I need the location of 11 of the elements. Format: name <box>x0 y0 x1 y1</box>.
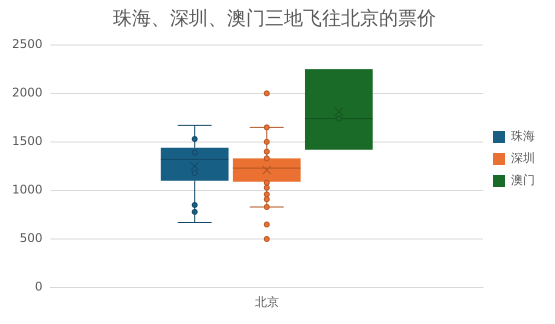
y-tick-label: 1500 <box>12 134 43 148</box>
chart-title: 珠海、深圳、澳门三地飞往北京的票价 <box>113 7 436 30</box>
legend-label: 澳门 <box>511 173 535 188</box>
legend-label: 深圳 <box>511 151 535 166</box>
y-tick-label: 2000 <box>12 85 43 100</box>
x-tick-label: 北京 <box>254 294 279 309</box>
y-tick-label: 0 <box>34 280 43 294</box>
legend-label: 珠海 <box>511 129 535 144</box>
y-tick-label: 500 <box>20 231 43 246</box>
y-tick-label: 2500 <box>12 36 43 51</box>
y-tick-label: 1000 <box>12 182 43 197</box>
